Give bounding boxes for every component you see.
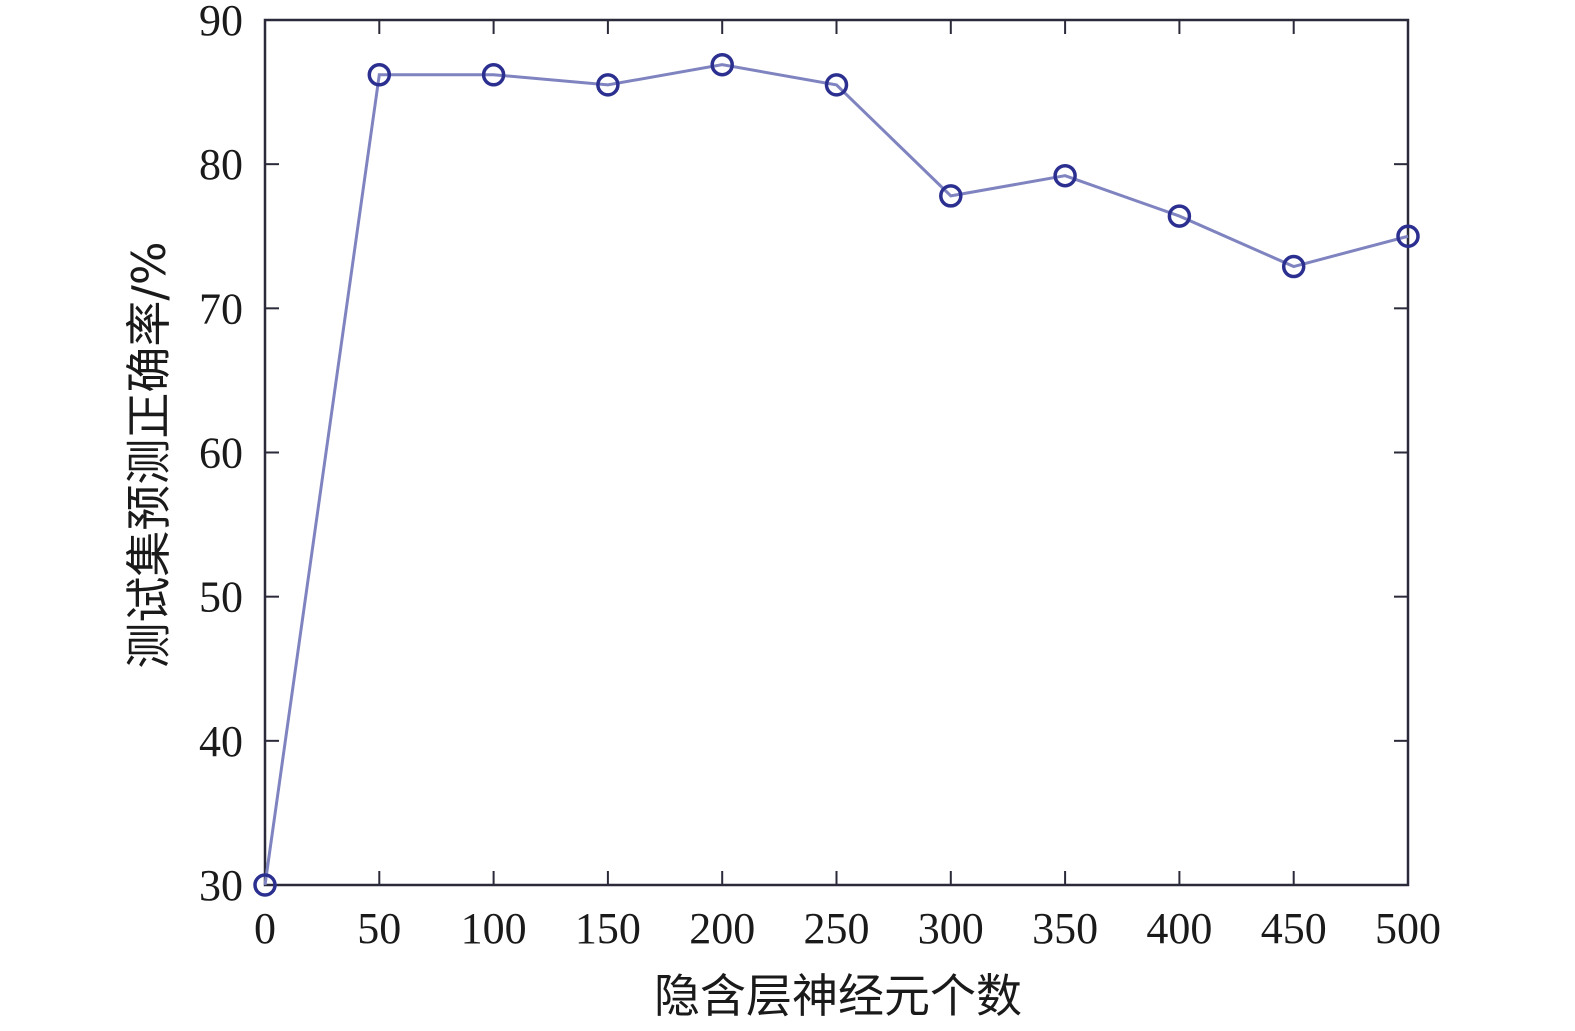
y-tick-label: 80 — [199, 140, 243, 189]
plot-area — [263, 18, 1410, 887]
x-tick-label: 0 — [254, 904, 276, 953]
y-tick-label: 50 — [199, 573, 243, 622]
x-tick-label: 400 — [1146, 904, 1212, 953]
plot-frame — [263, 18, 1410, 887]
x-tick-label: 200 — [689, 904, 755, 953]
data-point — [367, 63, 392, 87]
series-layer — [253, 52, 1420, 897]
x-tick-label: 250 — [804, 904, 870, 953]
data-point — [1281, 254, 1306, 279]
axis-ticks: 0 50 100 150 200 250 300 350 400 450 500 30 40 50 60 70… — [199, 0, 1441, 953]
y-axis-title: 测试集预测正确率/% — [122, 241, 176, 668]
x-tick-label: 300 — [918, 904, 984, 953]
y-tick-label: 90 — [199, 0, 243, 45]
x-tick-label: 350 — [1032, 904, 1098, 953]
data-point — [1167, 204, 1192, 228]
data-point — [710, 52, 734, 77]
y-tick-label: 30 — [199, 861, 243, 910]
series-line — [263, 63, 1409, 886]
x-tick-label: 150 — [575, 904, 641, 953]
data-point — [253, 873, 277, 897]
y-tick-label: 40 — [199, 717, 243, 766]
data-point — [1053, 163, 1077, 188]
data-point — [596, 73, 620, 97]
data-point — [1396, 224, 1420, 248]
x-tick-label: 450 — [1261, 904, 1327, 953]
x-tick-label: 500 — [1375, 904, 1441, 953]
x-axis-title: 隐含层神经元个数 — [654, 969, 1022, 1023]
x-tick-label: 100 — [461, 904, 527, 953]
x-tick-label: 50 — [357, 904, 401, 953]
data-point — [481, 63, 506, 87]
y-tick-label: 70 — [199, 284, 243, 333]
data-point — [939, 184, 963, 208]
data-point — [824, 73, 849, 97]
y-tick-label: 60 — [199, 429, 243, 478]
